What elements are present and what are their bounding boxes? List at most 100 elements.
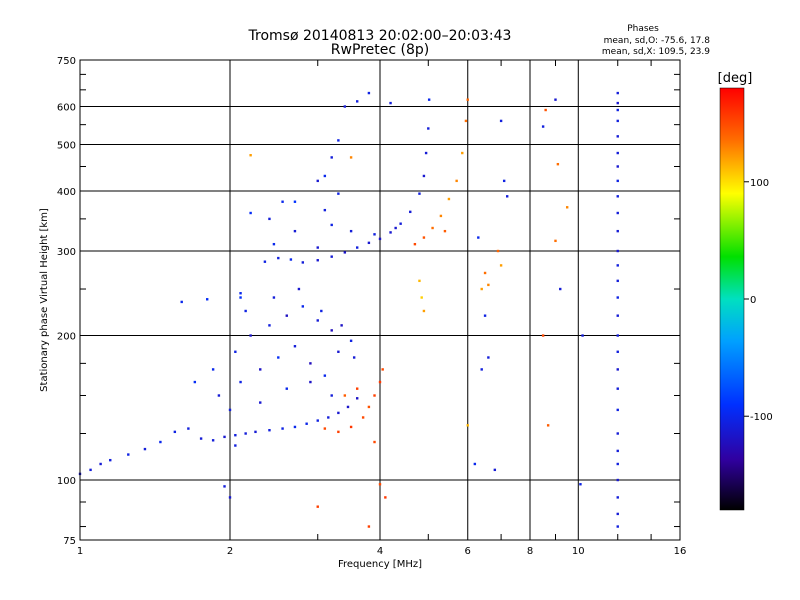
data-point xyxy=(285,314,288,317)
data-point xyxy=(418,192,421,195)
colorbar-label: [deg] xyxy=(718,71,753,86)
data-point xyxy=(483,314,487,317)
data-point xyxy=(381,368,384,371)
data-point xyxy=(616,151,619,155)
data-point xyxy=(343,105,347,108)
colorbar-tick-label: -100 xyxy=(750,412,773,423)
data-point xyxy=(422,174,426,178)
colorbar-tick-label: 100 xyxy=(750,178,769,189)
data-point xyxy=(424,151,428,155)
data-point xyxy=(367,91,371,95)
colorbar-tick-label: 0 xyxy=(750,295,756,306)
data-point xyxy=(349,156,353,159)
data-point xyxy=(579,483,582,486)
data-point xyxy=(616,432,619,435)
data-point xyxy=(330,329,333,332)
data-point xyxy=(316,505,319,508)
data-point xyxy=(384,496,387,499)
data-point xyxy=(616,279,619,283)
data-point xyxy=(367,525,371,528)
data-point xyxy=(259,401,262,404)
data-point xyxy=(259,368,262,371)
data-point xyxy=(373,394,376,397)
data-point xyxy=(466,424,469,427)
data-point xyxy=(316,246,319,249)
data-point xyxy=(378,237,382,241)
data-point xyxy=(473,462,477,466)
data-point xyxy=(616,368,619,371)
data-point xyxy=(337,411,340,415)
data-point xyxy=(234,444,237,447)
data-point xyxy=(422,236,426,239)
y-tick-label: 750 xyxy=(57,56,76,67)
data-point xyxy=(616,525,619,528)
data-point xyxy=(409,210,412,214)
data-point xyxy=(293,345,297,348)
data-point xyxy=(173,430,177,434)
data-point xyxy=(455,179,458,183)
data-point xyxy=(349,229,353,233)
x-tick-label: 4 xyxy=(377,546,383,557)
y-tick-label: 500 xyxy=(57,141,76,152)
x-tick-label: 6 xyxy=(465,546,471,557)
data-point xyxy=(427,127,430,130)
data-point xyxy=(616,119,619,123)
data-point xyxy=(616,264,619,267)
data-point xyxy=(337,350,340,353)
data-point xyxy=(431,226,434,230)
data-point xyxy=(323,208,327,212)
y-tick-label: 75 xyxy=(63,536,76,547)
data-point xyxy=(394,226,397,230)
data-point xyxy=(420,296,423,299)
x-tick-label: 1 xyxy=(77,546,83,557)
data-point xyxy=(223,485,226,488)
data-point xyxy=(502,179,506,183)
data-point xyxy=(373,440,376,444)
data-point xyxy=(268,324,271,327)
y-axis-ticks: 75 100 200 300 400 500 600 750 xyxy=(57,56,680,547)
data-point xyxy=(352,356,356,359)
data-point xyxy=(616,449,619,453)
data-point xyxy=(244,432,247,435)
data-point xyxy=(199,437,203,440)
data-point xyxy=(616,314,619,317)
data-point xyxy=(337,139,340,142)
data-point xyxy=(399,222,402,225)
data-point xyxy=(499,264,503,267)
data-point xyxy=(361,416,365,419)
data-point xyxy=(461,151,464,155)
data-point xyxy=(616,108,619,112)
data-point xyxy=(464,119,468,123)
data-point xyxy=(249,154,252,157)
data-point xyxy=(211,439,215,442)
data-point xyxy=(159,440,162,444)
x-tick-label: 16 xyxy=(674,546,687,557)
data-point xyxy=(447,197,451,201)
data-point xyxy=(544,108,547,112)
data-point xyxy=(305,422,308,425)
stats-heading: Phases xyxy=(627,24,659,34)
data-point xyxy=(616,135,619,138)
chart-subtitle: RwPretec (8p) xyxy=(331,42,429,58)
data-point xyxy=(496,249,500,253)
data-point xyxy=(541,125,545,128)
data-point xyxy=(301,261,305,264)
data-point xyxy=(343,251,347,254)
data-point xyxy=(554,98,557,101)
data-point xyxy=(277,356,280,359)
data-point xyxy=(187,427,190,430)
data-point xyxy=(293,425,297,429)
data-point xyxy=(443,229,447,233)
data-point xyxy=(616,211,619,215)
data-point xyxy=(330,223,333,227)
data-point xyxy=(616,512,619,516)
data-point xyxy=(89,468,92,472)
data-point xyxy=(234,433,237,437)
data-point xyxy=(378,380,382,384)
colorbar-ticks: 100 0 -100 xyxy=(744,178,773,423)
data-point xyxy=(301,305,305,308)
data-point xyxy=(355,397,359,400)
plot-area-frame xyxy=(79,59,681,541)
data-point xyxy=(337,430,340,434)
